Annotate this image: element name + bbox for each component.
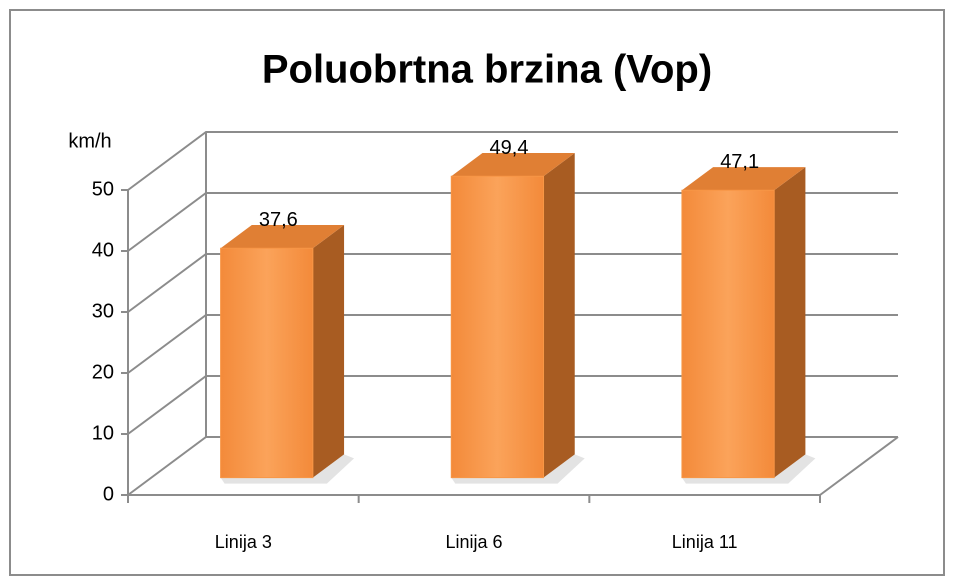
bar-shadow (451, 454, 585, 484)
x-tick-label: Linija 3 (215, 532, 272, 552)
grid-line (127, 192, 898, 252)
bar-side (312, 225, 345, 478)
bar-top (451, 153, 575, 177)
bar (220, 247, 314, 479)
data-label: 37,6 (259, 209, 298, 231)
y-axis-label: km/h (68, 130, 111, 152)
bar-top (681, 167, 806, 191)
y-tick-label: 10 (92, 422, 114, 444)
data-label: 49,4 (490, 137, 529, 159)
y-tick-label: 50 (92, 178, 114, 200)
y-tick-label: 40 (92, 239, 114, 261)
grid-line (127, 436, 898, 496)
grid-line (127, 253, 898, 313)
grid-line (127, 375, 898, 435)
bar-shadow (220, 454, 355, 484)
grid-line (127, 131, 898, 191)
grid-line (127, 314, 898, 374)
y-tick-label: 20 (92, 361, 114, 383)
y-tick-label: 0 (103, 483, 114, 505)
x-tick-label: Linija 6 (445, 532, 502, 552)
bar-top (220, 225, 345, 249)
bar-side (774, 167, 806, 478)
floor-right-edge (819, 436, 899, 496)
bar (681, 189, 775, 479)
data-label: 47,1 (720, 151, 759, 173)
x-tick-label: Linija 11 (672, 532, 738, 552)
bar (450, 175, 545, 479)
bar-shadow (681, 454, 816, 484)
bar-side (543, 153, 575, 478)
chart-title: Poluobrtna brzina (Vop) (262, 48, 712, 92)
y-tick-label: 30 (92, 300, 114, 322)
